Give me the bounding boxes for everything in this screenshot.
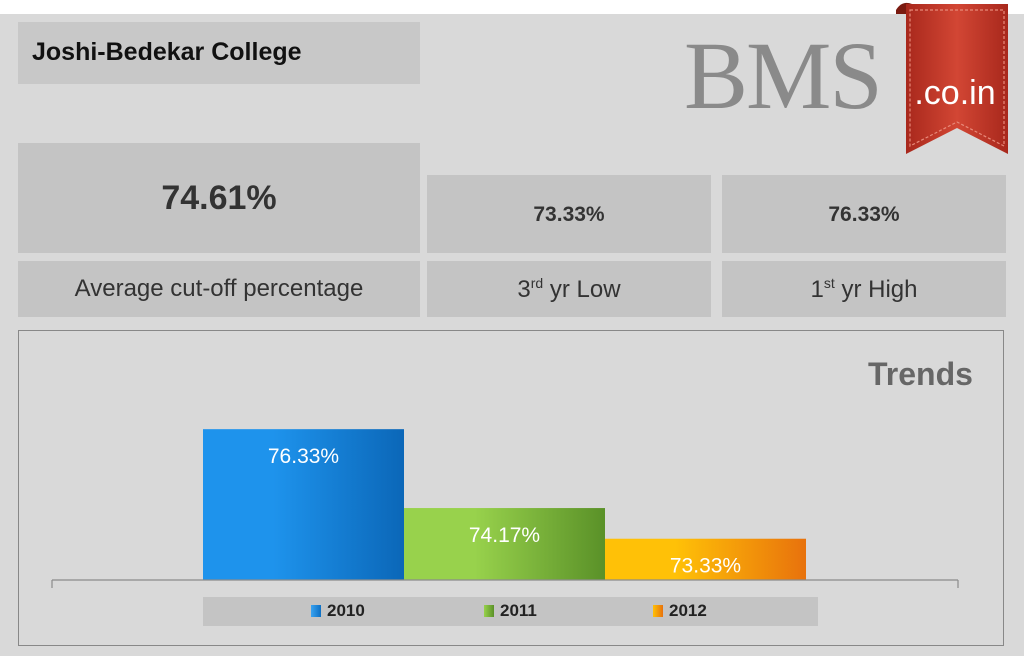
ribbon-logo-text: .co.in bbox=[914, 74, 996, 112]
legend-label-2010: 2010 bbox=[327, 601, 365, 620]
high-label-text: yr High bbox=[834, 276, 918, 303]
ribbon-logo-icon bbox=[896, 2, 1008, 154]
trend-chart-frame bbox=[18, 330, 1004, 646]
low-label-box: 3rd yr Low bbox=[427, 261, 711, 317]
low-label-text: yr Low bbox=[543, 276, 621, 303]
legend-item-2011: 2011 bbox=[484, 601, 537, 621]
bar-2011 bbox=[404, 508, 605, 580]
low-label-number: 3 bbox=[517, 276, 531, 303]
high-value-box: 76.33% bbox=[722, 175, 1006, 253]
high-label: 1st yr High bbox=[722, 275, 1006, 304]
bar-2012 bbox=[605, 538, 806, 580]
high-label-number: 1 bbox=[810, 276, 824, 303]
average-value: 74.61% bbox=[161, 179, 277, 217]
average-label: Average cut-off percentage bbox=[74, 275, 364, 302]
low-label-suffix: rd bbox=[530, 275, 544, 291]
legend-swatch-2010 bbox=[311, 605, 321, 617]
page-title: Joshi-Bedekar College bbox=[32, 38, 302, 66]
legend-swatch-2012 bbox=[653, 605, 663, 617]
data-label-2011: 74.17% bbox=[469, 524, 540, 547]
bar-2010 bbox=[203, 429, 404, 580]
low-label: 3rd yr Low bbox=[427, 275, 711, 304]
chart-title: Trends bbox=[868, 356, 973, 392]
legend-item-2010: 2010 bbox=[311, 601, 365, 621]
legend-item-2012: 2012 bbox=[653, 601, 707, 621]
average-label-box: Average cut-off percentage bbox=[18, 261, 420, 317]
high-value: 76.33% bbox=[828, 203, 900, 226]
title-bar: Joshi-Bedekar College bbox=[18, 22, 420, 84]
legend: 2010 2011 2012 bbox=[203, 597, 818, 626]
logo-text: BMS bbox=[684, 22, 883, 129]
high-label-box: 1st yr High bbox=[722, 261, 1006, 317]
average-value-box: 74.61% bbox=[18, 143, 420, 253]
low-value: 73.33% bbox=[533, 203, 605, 226]
bars-group: 76.33% 74.17% 73.33% bbox=[203, 429, 806, 580]
low-value-box: 73.33% bbox=[427, 175, 711, 253]
data-label-2010: 76.33% bbox=[268, 445, 339, 468]
legend-swatch-2011 bbox=[484, 605, 494, 617]
data-label-2012: 73.33% bbox=[670, 555, 741, 578]
high-label-suffix: st bbox=[823, 275, 835, 291]
legend-label-2011: 2011 bbox=[500, 601, 537, 620]
legend-label-2012: 2012 bbox=[669, 601, 707, 620]
